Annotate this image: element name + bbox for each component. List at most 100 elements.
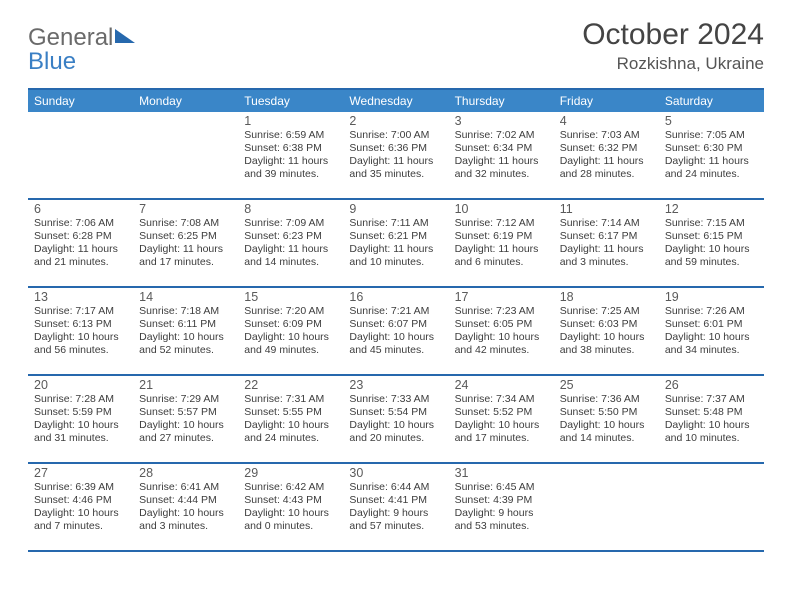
day-cell: 1Sunrise: 6:59 AMSunset: 6:38 PMDaylight… bbox=[238, 112, 343, 198]
day-number: 27 bbox=[34, 466, 129, 480]
sunset-line: Sunset: 4:43 PM bbox=[244, 494, 339, 507]
day-number: 17 bbox=[455, 290, 550, 304]
day-number: 5 bbox=[665, 114, 760, 128]
sunrise-line: Sunrise: 6:42 AM bbox=[244, 481, 339, 494]
day-number: 16 bbox=[349, 290, 444, 304]
day-number: 13 bbox=[34, 290, 129, 304]
sunrise-line: Sunrise: 7:31 AM bbox=[244, 393, 339, 406]
day-cell: 28Sunrise: 6:41 AMSunset: 4:44 PMDayligh… bbox=[133, 464, 238, 550]
day-number: 26 bbox=[665, 378, 760, 392]
sunrise-line: Sunrise: 7:25 AM bbox=[560, 305, 655, 318]
sunrise-line: Sunrise: 7:37 AM bbox=[665, 393, 760, 406]
sunrise-line: Sunrise: 7:36 AM bbox=[560, 393, 655, 406]
daylight-line: Daylight: 10 hours and 3 minutes. bbox=[139, 507, 234, 533]
daylight-line: Daylight: 10 hours and 14 minutes. bbox=[560, 419, 655, 445]
sunrise-line: Sunrise: 7:08 AM bbox=[139, 217, 234, 230]
sunrise-line: Sunrise: 7:03 AM bbox=[560, 129, 655, 142]
day-cell: 19Sunrise: 7:26 AMSunset: 6:01 PMDayligh… bbox=[659, 288, 764, 374]
sunset-line: Sunset: 5:50 PM bbox=[560, 406, 655, 419]
day-number: 2 bbox=[349, 114, 444, 128]
day-cell: 31Sunrise: 6:45 AMSunset: 4:39 PMDayligh… bbox=[449, 464, 554, 550]
sunset-line: Sunset: 4:39 PM bbox=[455, 494, 550, 507]
daylight-line: Daylight: 10 hours and 59 minutes. bbox=[665, 243, 760, 269]
day-number: 1 bbox=[244, 114, 339, 128]
sunset-line: Sunset: 6:32 PM bbox=[560, 142, 655, 155]
daylight-line: Daylight: 10 hours and 42 minutes. bbox=[455, 331, 550, 357]
sunrise-line: Sunrise: 7:12 AM bbox=[455, 217, 550, 230]
day-cell: 21Sunrise: 7:29 AMSunset: 5:57 PMDayligh… bbox=[133, 376, 238, 462]
weekday-header: Thursday bbox=[449, 90, 554, 112]
day-number: 25 bbox=[560, 378, 655, 392]
day-cell: 3Sunrise: 7:02 AMSunset: 6:34 PMDaylight… bbox=[449, 112, 554, 198]
sunrise-line: Sunrise: 6:45 AM bbox=[455, 481, 550, 494]
day-number: 10 bbox=[455, 202, 550, 216]
sunset-line: Sunset: 6:09 PM bbox=[244, 318, 339, 331]
sunrise-line: Sunrise: 6:44 AM bbox=[349, 481, 444, 494]
daylight-line: Daylight: 11 hours and 35 minutes. bbox=[349, 155, 444, 181]
sunrise-line: Sunrise: 7:15 AM bbox=[665, 217, 760, 230]
brand-logo: GeneralBlue bbox=[28, 18, 135, 74]
sunset-line: Sunset: 4:41 PM bbox=[349, 494, 444, 507]
sunrise-line: Sunrise: 7:14 AM bbox=[560, 217, 655, 230]
week-row: 6Sunrise: 7:06 AMSunset: 6:28 PMDaylight… bbox=[28, 200, 764, 288]
sunset-line: Sunset: 6:23 PM bbox=[244, 230, 339, 243]
day-number: 24 bbox=[455, 378, 550, 392]
week-row: 20Sunrise: 7:28 AMSunset: 5:59 PMDayligh… bbox=[28, 376, 764, 464]
day-number: 28 bbox=[139, 466, 234, 480]
sunset-line: Sunset: 6:01 PM bbox=[665, 318, 760, 331]
location-label: Rozkishna, Ukraine bbox=[582, 54, 764, 74]
daylight-line: Daylight: 11 hours and 6 minutes. bbox=[455, 243, 550, 269]
empty-cell bbox=[554, 464, 659, 550]
sunset-line: Sunset: 6:17 PM bbox=[560, 230, 655, 243]
day-number: 20 bbox=[34, 378, 129, 392]
day-cell: 14Sunrise: 7:18 AMSunset: 6:11 PMDayligh… bbox=[133, 288, 238, 374]
weekday-header-row: SundayMondayTuesdayWednesdayThursdayFrid… bbox=[28, 90, 764, 112]
weekday-header: Wednesday bbox=[343, 90, 448, 112]
daylight-line: Daylight: 10 hours and 24 minutes. bbox=[244, 419, 339, 445]
day-number: 30 bbox=[349, 466, 444, 480]
sunrise-line: Sunrise: 7:05 AM bbox=[665, 129, 760, 142]
day-number: 7 bbox=[139, 202, 234, 216]
sunset-line: Sunset: 6:21 PM bbox=[349, 230, 444, 243]
daylight-line: Daylight: 11 hours and 17 minutes. bbox=[139, 243, 234, 269]
day-cell: 7Sunrise: 7:08 AMSunset: 6:25 PMDaylight… bbox=[133, 200, 238, 286]
brand-triangle-icon bbox=[115, 29, 135, 43]
sunrise-line: Sunrise: 7:21 AM bbox=[349, 305, 444, 318]
week-row: 13Sunrise: 7:17 AMSunset: 6:13 PMDayligh… bbox=[28, 288, 764, 376]
day-cell: 27Sunrise: 6:39 AMSunset: 4:46 PMDayligh… bbox=[28, 464, 133, 550]
day-cell: 9Sunrise: 7:11 AMSunset: 6:21 PMDaylight… bbox=[343, 200, 448, 286]
sunrise-line: Sunrise: 6:41 AM bbox=[139, 481, 234, 494]
sunrise-line: Sunrise: 7:34 AM bbox=[455, 393, 550, 406]
sunset-line: Sunset: 6:11 PM bbox=[139, 318, 234, 331]
day-cell: 20Sunrise: 7:28 AMSunset: 5:59 PMDayligh… bbox=[28, 376, 133, 462]
day-number: 14 bbox=[139, 290, 234, 304]
sunrise-line: Sunrise: 7:29 AM bbox=[139, 393, 234, 406]
sunset-line: Sunset: 6:28 PM bbox=[34, 230, 129, 243]
day-cell: 5Sunrise: 7:05 AMSunset: 6:30 PMDaylight… bbox=[659, 112, 764, 198]
sunset-line: Sunset: 5:55 PM bbox=[244, 406, 339, 419]
daylight-line: Daylight: 11 hours and 3 minutes. bbox=[560, 243, 655, 269]
sunset-line: Sunset: 6:03 PM bbox=[560, 318, 655, 331]
empty-cell bbox=[133, 112, 238, 198]
daylight-line: Daylight: 10 hours and 49 minutes. bbox=[244, 331, 339, 357]
day-number: 29 bbox=[244, 466, 339, 480]
daylight-line: Daylight: 10 hours and 27 minutes. bbox=[139, 419, 234, 445]
sunset-line: Sunset: 4:44 PM bbox=[139, 494, 234, 507]
daylight-line: Daylight: 10 hours and 31 minutes. bbox=[34, 419, 129, 445]
day-number: 12 bbox=[665, 202, 760, 216]
weekday-header: Friday bbox=[554, 90, 659, 112]
sunrise-line: Sunrise: 7:28 AM bbox=[34, 393, 129, 406]
sunset-line: Sunset: 5:57 PM bbox=[139, 406, 234, 419]
daylight-line: Daylight: 9 hours and 53 minutes. bbox=[455, 507, 550, 533]
day-cell: 18Sunrise: 7:25 AMSunset: 6:03 PMDayligh… bbox=[554, 288, 659, 374]
sunset-line: Sunset: 5:54 PM bbox=[349, 406, 444, 419]
day-cell: 4Sunrise: 7:03 AMSunset: 6:32 PMDaylight… bbox=[554, 112, 659, 198]
day-cell: 30Sunrise: 6:44 AMSunset: 4:41 PMDayligh… bbox=[343, 464, 448, 550]
day-cell: 11Sunrise: 7:14 AMSunset: 6:17 PMDayligh… bbox=[554, 200, 659, 286]
sunrise-line: Sunrise: 7:17 AM bbox=[34, 305, 129, 318]
day-cell: 26Sunrise: 7:37 AMSunset: 5:48 PMDayligh… bbox=[659, 376, 764, 462]
week-row: 1Sunrise: 6:59 AMSunset: 6:38 PMDaylight… bbox=[28, 112, 764, 200]
day-cell: 16Sunrise: 7:21 AMSunset: 6:07 PMDayligh… bbox=[343, 288, 448, 374]
weekday-header: Saturday bbox=[659, 90, 764, 112]
sunset-line: Sunset: 6:15 PM bbox=[665, 230, 760, 243]
